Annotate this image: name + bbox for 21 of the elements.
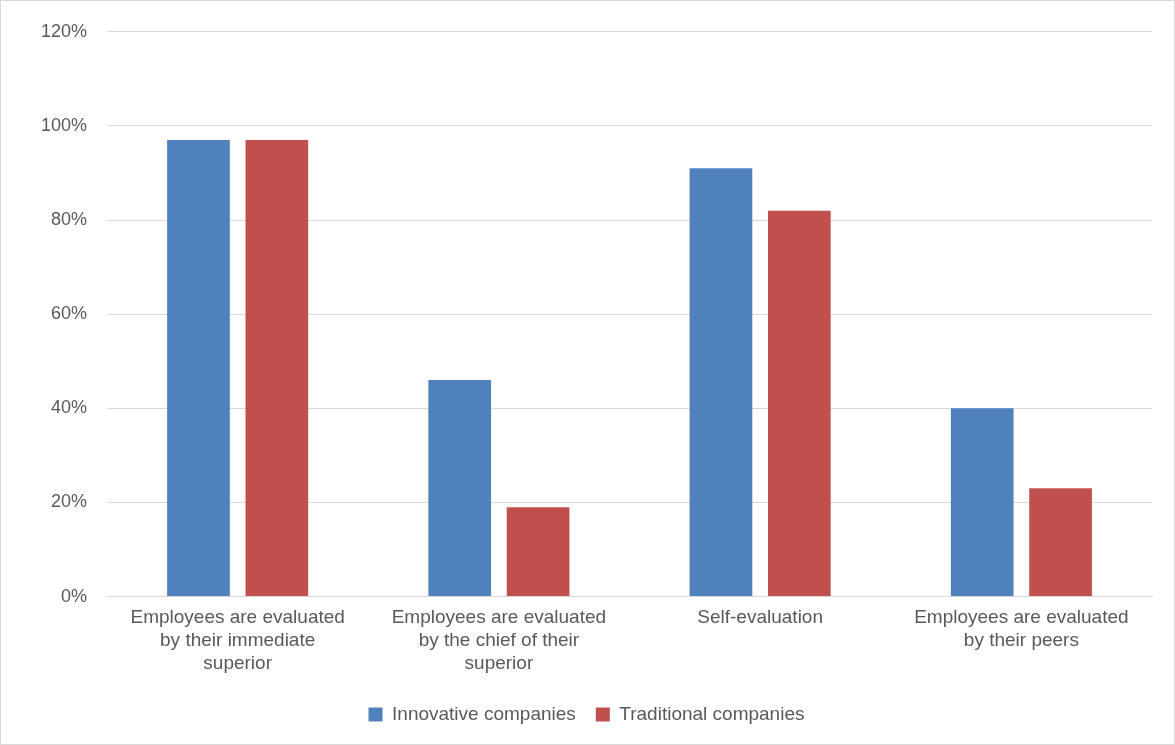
bar xyxy=(950,408,1014,597)
x-tick-label: Employees are evaluated by their immediate superior xyxy=(130,606,345,673)
bar xyxy=(245,140,309,597)
x-tick-label: Employees are evaluated by the chief of their superior xyxy=(391,606,607,673)
legend-label: Innovative companies xyxy=(392,702,576,724)
bar xyxy=(428,380,492,597)
bar xyxy=(767,210,831,597)
bar xyxy=(167,140,230,597)
y-tick-label: 60% xyxy=(51,303,88,324)
y-tick-label: 100% xyxy=(40,114,88,135)
y-tick-label: 120% xyxy=(40,20,88,41)
bar xyxy=(1029,488,1092,597)
y-tick-label: 80% xyxy=(51,209,88,230)
y-tick-label: 20% xyxy=(51,491,88,512)
x-tick-label: Employees are evaluated by their peers xyxy=(914,606,1129,651)
y-tick-label: 40% xyxy=(51,397,88,418)
x-tick-label: Self-evaluation xyxy=(697,606,823,628)
y-tick-label: 0% xyxy=(61,585,88,606)
bar xyxy=(689,168,753,597)
legend-label: Traditional companies xyxy=(619,702,805,724)
bar xyxy=(506,507,570,597)
